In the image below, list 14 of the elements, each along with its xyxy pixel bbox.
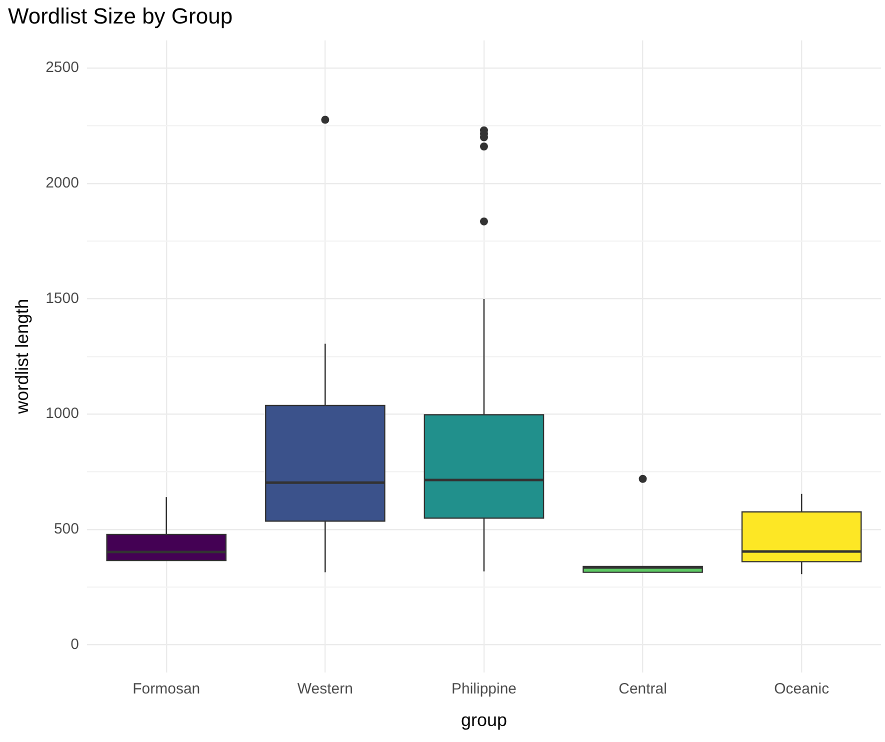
y-tick-label: 1000 (46, 405, 79, 422)
y-tick-label: 2000 (46, 174, 79, 192)
y-tick-label: 500 (54, 520, 79, 538)
y-axis-title: wordlist length (12, 298, 32, 415)
chart-title: Wordlist Size by Group (8, 3, 233, 28)
y-tick-label: 1500 (46, 290, 79, 307)
y-tick-label: 2500 (46, 59, 79, 76)
y-tick-label: 0 (70, 636, 79, 653)
x-tick-label: Oceanic (774, 680, 830, 698)
x-tick-label: Western (297, 680, 353, 698)
x-tick-label: Philippine (451, 680, 517, 698)
x-tick-label: Central (618, 680, 667, 698)
x-tick-label: Formosan (132, 680, 200, 698)
x-axis-title: group (460, 710, 508, 730)
